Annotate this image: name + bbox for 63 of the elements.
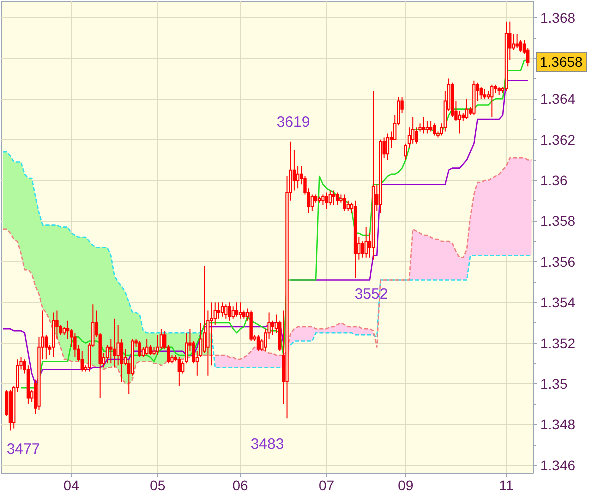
y-tick-label: 1.346 xyxy=(540,457,576,474)
y-tick-label: 1.35 xyxy=(540,376,568,392)
y-tick-label: 1.356 xyxy=(540,254,576,270)
candlestick xyxy=(318,196,322,204)
x-tick-label: 05 xyxy=(150,478,166,494)
candlestick xyxy=(113,318,116,368)
candlestick xyxy=(235,302,239,318)
candlestick xyxy=(364,226,368,258)
candlestick xyxy=(451,82,454,118)
candlestick xyxy=(250,310,253,342)
candlestick xyxy=(52,312,56,358)
x-tick-label: 07 xyxy=(319,478,335,494)
x-tick-label: 04 xyxy=(64,478,80,494)
candlestick xyxy=(379,139,382,214)
y-tick-label: 1.36 xyxy=(540,172,568,189)
x-tick-label: 09 xyxy=(398,478,414,494)
candlestick xyxy=(74,332,77,358)
candlestick xyxy=(433,123,436,136)
candlestick xyxy=(322,194,325,206)
candlestick xyxy=(483,88,487,100)
candlestick xyxy=(228,302,232,322)
text: 1.3658 xyxy=(540,53,583,71)
y-tick-label: 1.364 xyxy=(540,91,576,108)
y-tick-label: 1.362 xyxy=(540,132,576,148)
y-tick-label: 1.352 xyxy=(540,335,576,352)
annotation: 3619 xyxy=(276,114,310,131)
candlestick xyxy=(516,34,519,49)
x-tick-label: 11 xyxy=(499,478,514,494)
candlestick xyxy=(429,121,433,132)
candlestick xyxy=(426,121,430,134)
candlestick xyxy=(372,90,376,260)
candlestick xyxy=(490,84,494,118)
annotation: 3483 xyxy=(250,436,284,453)
candlestick xyxy=(224,304,228,320)
annotation: 3477 xyxy=(6,441,40,458)
candlestick xyxy=(354,200,358,279)
y-tick-label: 1.358 xyxy=(540,213,576,230)
candlestick xyxy=(8,390,12,432)
candlestick xyxy=(386,133,390,161)
candlestick xyxy=(332,190,336,206)
candlestick xyxy=(498,86,501,96)
candlestick xyxy=(343,194,346,212)
candlestick xyxy=(328,190,332,206)
candlestick xyxy=(256,334,260,352)
y-tick-label: 1.354 xyxy=(540,294,576,311)
candlestick xyxy=(480,86,483,100)
candlestick xyxy=(178,357,182,387)
candlestick xyxy=(145,338,149,356)
candlestick xyxy=(422,116,426,134)
y-tick-label: 1.368 xyxy=(540,10,576,26)
candlestick xyxy=(325,192,328,210)
y-tick-label: 1.348 xyxy=(540,416,576,433)
candlestick xyxy=(138,340,142,358)
candlestick xyxy=(220,302,224,318)
candlestick xyxy=(238,302,242,320)
candlestick xyxy=(411,116,415,144)
candlestick xyxy=(232,306,235,320)
candlestick xyxy=(336,192,340,206)
x-tick-label: 06 xyxy=(232,478,249,494)
candlestick xyxy=(504,21,508,92)
annotation: 3552 xyxy=(354,286,388,303)
candlestick xyxy=(472,80,476,116)
candlestick xyxy=(465,98,469,120)
